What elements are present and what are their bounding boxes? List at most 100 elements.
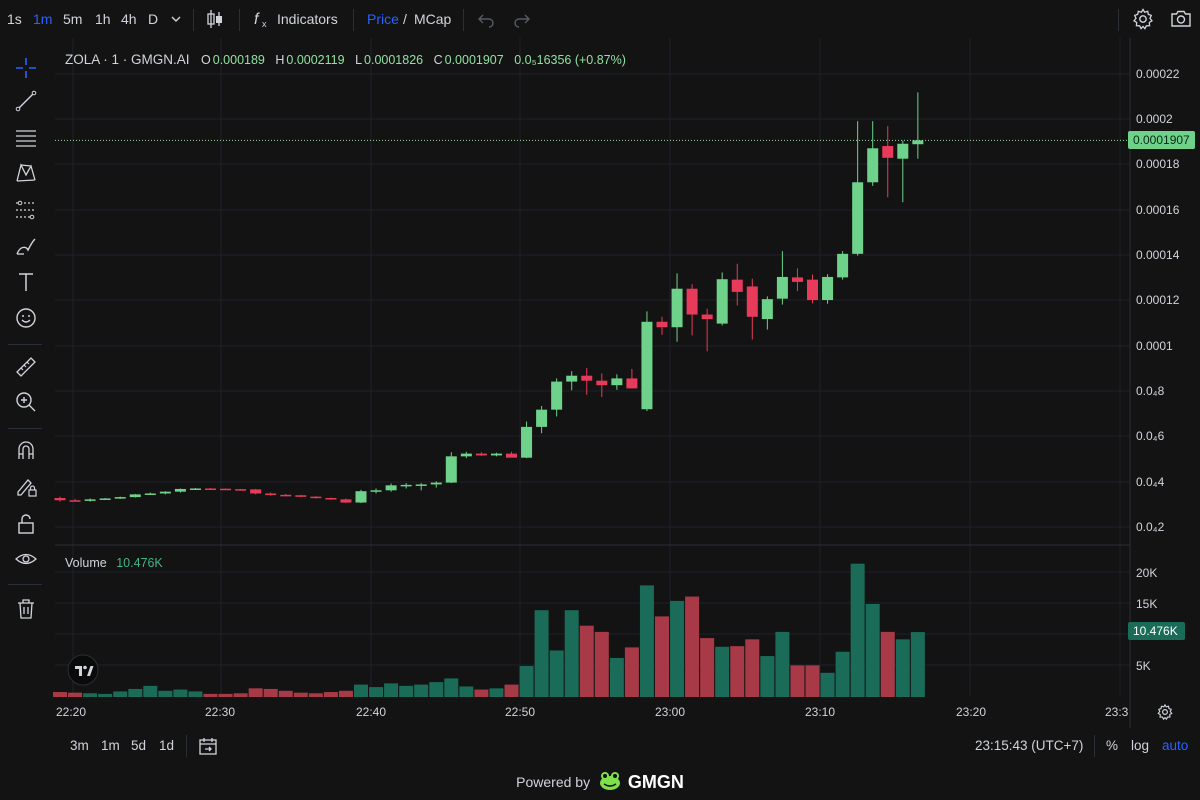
interval-dropdown-chevron-icon[interactable] xyxy=(170,9,182,33)
price-tick: 0.0₄8 xyxy=(1136,384,1165,398)
candle-body xyxy=(400,484,412,487)
candle-body xyxy=(626,378,638,389)
last-price-badge xyxy=(1128,131,1195,149)
candle-body xyxy=(807,279,818,301)
undo-icon[interactable] xyxy=(476,9,496,33)
text-tool-icon[interactable] xyxy=(12,268,40,296)
price-toggle[interactable]: Price xyxy=(367,11,399,27)
horizontal-lines-icon[interactable] xyxy=(12,124,40,152)
volume-legend: Volume 10.476K xyxy=(65,556,163,570)
price-tick: 0.00016 xyxy=(1136,203,1180,217)
candle-body xyxy=(822,276,834,301)
volume-bar xyxy=(68,692,83,697)
candle-body xyxy=(295,495,307,497)
redo-icon[interactable] xyxy=(512,9,532,33)
low-value: 0.0001826 xyxy=(364,53,424,67)
last-volume-label: 10.476K xyxy=(1133,624,1178,638)
settings-gear-icon[interactable] xyxy=(1131,7,1155,35)
interval-1m[interactable]: 1m xyxy=(33,11,53,27)
price-tick: 0.00018 xyxy=(1136,157,1180,171)
powered-by-text: Powered by xyxy=(516,774,591,790)
pattern-icon[interactable] xyxy=(12,159,40,187)
clock-timezone[interactable]: 23:15:43 (UTC+7) xyxy=(975,738,1084,753)
brush-icon[interactable] xyxy=(12,232,40,260)
volume-bar xyxy=(248,688,263,697)
volume-bar xyxy=(805,665,820,697)
volume-bar xyxy=(143,685,158,697)
volume-bar xyxy=(384,683,399,697)
volume-bars xyxy=(53,563,925,697)
camera-icon[interactable] xyxy=(1169,7,1193,35)
magnet-icon[interactable] xyxy=(12,437,40,465)
volume-bar xyxy=(489,688,504,697)
lock-drawing-pencil-icon[interactable] xyxy=(12,473,40,501)
candle-body xyxy=(310,496,322,499)
high-label: H xyxy=(275,53,285,67)
volume-bar xyxy=(308,693,323,697)
price-tick: 0.00022 xyxy=(1136,67,1180,81)
candle-body xyxy=(641,321,653,410)
candle-body xyxy=(235,489,247,491)
log-toggle[interactable]: log xyxy=(1131,738,1150,753)
candle-body xyxy=(656,321,668,328)
interval-5m[interactable]: 5m xyxy=(63,11,83,27)
interval-D[interactable]: D xyxy=(148,11,159,27)
volume-bar xyxy=(293,692,308,697)
volume-bar xyxy=(895,639,910,697)
range-1m[interactable]: 1m xyxy=(101,738,120,753)
axis-settings-gear-icon[interactable] xyxy=(1156,703,1174,726)
price-tick: 0.0₄4 xyxy=(1136,475,1165,489)
toolbar-divider xyxy=(8,344,42,345)
volume-bar xyxy=(98,693,113,697)
candle-body xyxy=(716,279,728,324)
volume-bar xyxy=(218,693,233,697)
trend-line-icon[interactable] xyxy=(12,87,40,115)
volume-bar xyxy=(624,647,639,697)
percent-toggle[interactable]: % xyxy=(1106,738,1119,753)
lock-icon[interactable] xyxy=(12,510,40,538)
candle-type-icon[interactable] xyxy=(205,8,225,34)
time-tick: 23:10 xyxy=(805,705,835,719)
ruler-icon[interactable] xyxy=(12,353,40,381)
interval-1h[interactable]: 1h xyxy=(95,11,111,27)
fib-retracement-icon[interactable] xyxy=(12,196,40,224)
interval-1s[interactable]: 1s xyxy=(7,11,22,27)
range-3m[interactable]: 3m xyxy=(70,738,89,753)
range-5d[interactable]: 5d xyxy=(131,738,147,753)
go-to-date-calendar-icon[interactable] xyxy=(197,735,219,760)
candle-body xyxy=(701,314,713,320)
candle-body xyxy=(746,286,758,317)
price-tick: 0.0001 xyxy=(1136,339,1173,353)
volume-bar xyxy=(474,689,489,697)
crosshair-icon[interactable] xyxy=(12,54,40,82)
volume-value: 10.476K xyxy=(116,556,163,570)
auto-toggle[interactable]: auto xyxy=(1162,738,1189,753)
candle-body xyxy=(731,279,743,292)
mcap-toggle[interactable]: MCap xyxy=(414,11,452,27)
trash-icon[interactable] xyxy=(12,595,40,623)
ohlc-legend: ZOLA · 1 · GMGN.AI O 0.000189 H 0.0002119 … xyxy=(65,52,628,67)
eye-icon[interactable] xyxy=(12,545,40,573)
indicators-button[interactable]: Indicators xyxy=(277,11,338,27)
volume-bar xyxy=(790,665,805,697)
close-value: 0.0001907 xyxy=(444,53,504,67)
zoom-in-icon[interactable] xyxy=(12,388,40,416)
volume-tick: 20K xyxy=(1136,566,1157,580)
volume-bar xyxy=(278,690,293,697)
toolbar-divider xyxy=(353,9,354,31)
price-axis: 0.00022 0.0002 0.00018 0.00016 0.00014 0… xyxy=(1136,67,1180,534)
volume-bar xyxy=(745,639,760,697)
range-1d[interactable]: 1d xyxy=(159,738,175,753)
candle-body xyxy=(415,484,427,486)
emoji-icon[interactable] xyxy=(12,304,40,332)
volume-bar xyxy=(399,685,414,697)
interval-4h[interactable]: 4h xyxy=(121,11,137,27)
time-axis: 22:20 22:30 22:40 22:50 23:00 23:10 23:2… xyxy=(56,705,1129,719)
time-tick: 22:20 xyxy=(56,705,86,719)
candle-body xyxy=(671,288,683,328)
volume-bar xyxy=(850,563,865,697)
volume-bar xyxy=(670,600,685,697)
volume-bar xyxy=(519,666,534,697)
